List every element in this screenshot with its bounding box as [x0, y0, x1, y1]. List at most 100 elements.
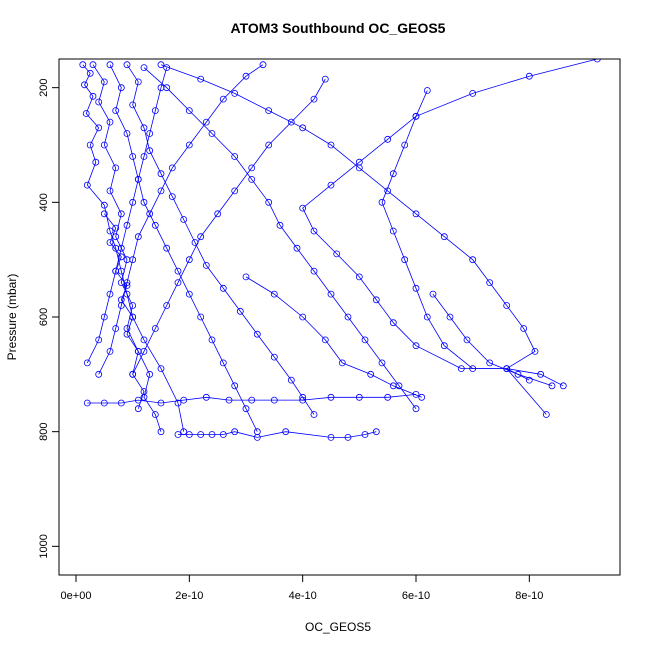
series-line [87, 394, 417, 404]
series-11 [83, 64, 171, 367]
data-point [112, 164, 120, 172]
data-point [372, 428, 380, 436]
data-point [412, 342, 420, 350]
data-point [168, 164, 176, 172]
data-point [146, 210, 154, 218]
data-point [242, 273, 250, 281]
data-point [83, 181, 91, 189]
data-point [429, 290, 437, 298]
data-point [202, 261, 210, 269]
data-point [231, 428, 239, 436]
data-point [140, 388, 148, 395]
data-point [248, 175, 256, 183]
data-point [174, 431, 182, 438]
data-point [157, 84, 165, 92]
data-point [423, 87, 431, 94]
data-point [344, 313, 352, 321]
series-2 [89, 61, 165, 436]
series-line [109, 64, 258, 432]
data-point [129, 198, 137, 206]
data-point [355, 158, 363, 166]
data-point [151, 411, 159, 418]
y-tick-label: 200 [38, 78, 50, 96]
data-point [219, 431, 227, 438]
series-layer [79, 59, 601, 441]
series-line [160, 64, 547, 415]
data-point [134, 347, 142, 355]
series-line [302, 59, 598, 381]
data-point [361, 431, 369, 438]
series-9 [83, 390, 420, 407]
data-point [327, 290, 335, 298]
data-point [185, 107, 193, 114]
data-point [299, 204, 307, 212]
data-point [112, 224, 120, 232]
data-point [559, 382, 567, 390]
data-point [197, 233, 205, 241]
data-point [310, 267, 318, 275]
series-12 [95, 61, 267, 378]
data-point [106, 227, 114, 235]
data-point [79, 61, 87, 69]
data-point [112, 107, 120, 114]
data-point [117, 399, 125, 407]
series-10 [174, 428, 380, 441]
data-point [389, 319, 397, 327]
data-point [95, 124, 103, 132]
data-point [242, 405, 250, 413]
y-axis-label: Pressure (mbar) [5, 274, 19, 361]
series-line [143, 67, 417, 409]
data-point [82, 110, 90, 117]
data-point [208, 336, 216, 344]
data-point [525, 376, 533, 384]
data-point [259, 61, 267, 69]
data-point [89, 92, 97, 100]
data-point [310, 95, 318, 103]
data-point [185, 290, 193, 298]
data-point [157, 61, 165, 69]
x-tick-label: 0e+00 [61, 590, 92, 602]
data-point [531, 347, 539, 355]
data-point [384, 135, 392, 143]
data-point [253, 330, 261, 338]
data-point [265, 198, 273, 206]
data-point [134, 175, 142, 183]
data-point [89, 61, 97, 69]
data-point [248, 396, 256, 404]
data-point [83, 399, 91, 407]
data-point [412, 210, 420, 218]
data-point [129, 313, 137, 321]
series-3 [106, 61, 261, 436]
data-point [100, 313, 108, 321]
data-point [378, 359, 386, 367]
data-point [83, 359, 91, 367]
series-line [381, 90, 564, 387]
data-point [503, 302, 511, 309]
data-point [140, 336, 148, 344]
x-tick-label: 4e-10 [289, 590, 317, 602]
data-point [231, 382, 239, 390]
data-point [440, 342, 448, 350]
series-line [86, 67, 168, 364]
series-line [132, 78, 326, 375]
data-point [146, 370, 154, 378]
data-point [463, 336, 471, 344]
data-point [548, 382, 556, 390]
data-point [287, 376, 295, 384]
data-point [299, 124, 307, 132]
data-point [86, 69, 94, 77]
data-point [197, 431, 205, 438]
data-point [95, 98, 103, 106]
data-point [202, 393, 210, 401]
data-point [157, 170, 165, 178]
data-point [542, 411, 550, 418]
data-point [157, 365, 165, 373]
data-point [276, 221, 284, 229]
data-point [282, 428, 290, 436]
data-point [129, 256, 137, 264]
data-point [321, 336, 329, 344]
y-axis: 200 400 600 800 1000 [38, 78, 60, 559]
data-point [163, 244, 171, 252]
data-point [327, 141, 335, 149]
